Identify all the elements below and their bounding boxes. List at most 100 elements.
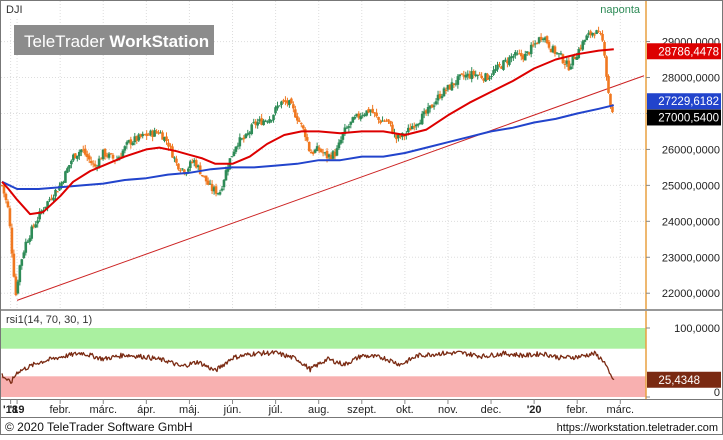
footer-url[interactable]: https://workstation.teletrader.com: [557, 422, 718, 434]
candle-body: [436, 94, 440, 101]
interval-label[interactable]: naponta: [600, 4, 641, 16]
candle-body: [597, 30, 600, 32]
candle-body: [204, 175, 208, 182]
candle-body: [341, 133, 345, 140]
candle-body: [165, 136, 168, 142]
candle-body: [301, 125, 305, 129]
candle-body: [309, 151, 313, 154]
candle-body: [153, 130, 156, 137]
watermark: TeleTrader WorkStation: [14, 25, 214, 55]
candle-body: [508, 57, 511, 65]
candle-body: [355, 113, 359, 117]
candle-body: [79, 149, 83, 153]
price-tick-label: 23000,0000: [662, 252, 720, 264]
candle-body: [488, 77, 491, 79]
candle-body: [97, 158, 101, 169]
candle-body: [537, 37, 541, 43]
candle-body: [127, 140, 131, 143]
candle-body: [605, 56, 608, 77]
symbol-label-bg: [1, 1, 27, 17]
candle-body: [510, 56, 513, 59]
price-tick-label: 26000,0000: [662, 144, 720, 156]
symbol-label[interactable]: DJI: [6, 4, 23, 16]
candle-body: [349, 121, 353, 125]
candle-body: [183, 169, 186, 174]
x-tick-label: okt.: [396, 404, 414, 416]
candle-body: [284, 100, 287, 103]
candle-body: [422, 111, 426, 115]
candle-body: [345, 127, 349, 129]
candle-body: [214, 186, 218, 194]
candle-body: [589, 31, 592, 36]
candle-body: [569, 66, 573, 70]
candle-body: [60, 182, 63, 188]
x-tick-label: '18: [3, 404, 18, 416]
candle-body: [52, 197, 55, 201]
x-tick-label: márc.: [607, 404, 635, 416]
candle-body: [343, 127, 347, 135]
candle-body: [525, 51, 529, 54]
ma-long-line: [1, 104, 615, 190]
candle-body: [238, 137, 242, 147]
candle-body: [434, 101, 438, 105]
candle-body: [516, 53, 519, 55]
candle-body: [288, 100, 291, 106]
candle-body: [551, 46, 555, 53]
candle-body: [611, 106, 614, 113]
candle-body: [470, 71, 474, 80]
candle-body: [56, 191, 59, 193]
candle-body: [139, 134, 143, 137]
candle-body: [8, 208, 12, 227]
candle-body: [359, 116, 363, 120]
x-tick-label: aug.: [308, 404, 329, 416]
candle-body: [298, 120, 301, 122]
candle-body: [268, 119, 271, 123]
rsi-panel[interactable]: rsi1(14, 70, 30, 1): [1, 311, 646, 399]
x-tick-label: '19: [10, 404, 25, 416]
candle-body: [456, 76, 460, 85]
candle-body: [290, 98, 293, 104]
rsi-zones: [1, 328, 646, 397]
candle-body: [426, 107, 430, 114]
x-tick-label: márc.: [90, 404, 118, 416]
candle-body: [458, 74, 462, 77]
candle-body: [571, 55, 575, 66]
candle-body: [412, 125, 416, 128]
candle-body: [129, 139, 133, 145]
candle-body: [119, 156, 123, 158]
rsi-label[interactable]: rsi1(14, 70, 30, 1): [6, 314, 92, 326]
x-tick-label: jún.: [223, 404, 242, 416]
candle-body: [210, 184, 214, 192]
candle-body: [351, 117, 355, 123]
candle-body: [198, 165, 202, 175]
candle-body: [543, 37, 547, 41]
candle-body: [141, 133, 145, 137]
candle-body: [105, 155, 109, 157]
candle-body: [14, 276, 18, 296]
candle-body: [512, 56, 515, 58]
candle-body: [490, 75, 493, 77]
candle-body: [317, 147, 321, 151]
candle-body: [296, 116, 299, 121]
candle-body: [258, 119, 261, 122]
candle-body: [159, 132, 162, 134]
candle-body: [420, 113, 424, 125]
candle-body: [369, 110, 372, 112]
candle-body: [389, 120, 392, 124]
candle-body: [327, 154, 331, 157]
candle-body: [535, 42, 539, 44]
candle-body: [549, 48, 553, 53]
candle-body: [498, 63, 501, 66]
candle-body: [607, 76, 610, 93]
rsi-badge: 25,4348: [647, 371, 721, 388]
candle-body: [361, 115, 365, 117]
candle-body: [541, 38, 545, 40]
candle-body: [220, 188, 224, 191]
x-tick-label: dec.: [481, 404, 502, 416]
candle-body: [363, 114, 367, 117]
candle-body: [585, 35, 588, 41]
candle-body: [472, 71, 476, 75]
candle-body: [181, 168, 184, 170]
candle-body: [506, 60, 509, 64]
trendline-layer: [16, 75, 645, 301]
